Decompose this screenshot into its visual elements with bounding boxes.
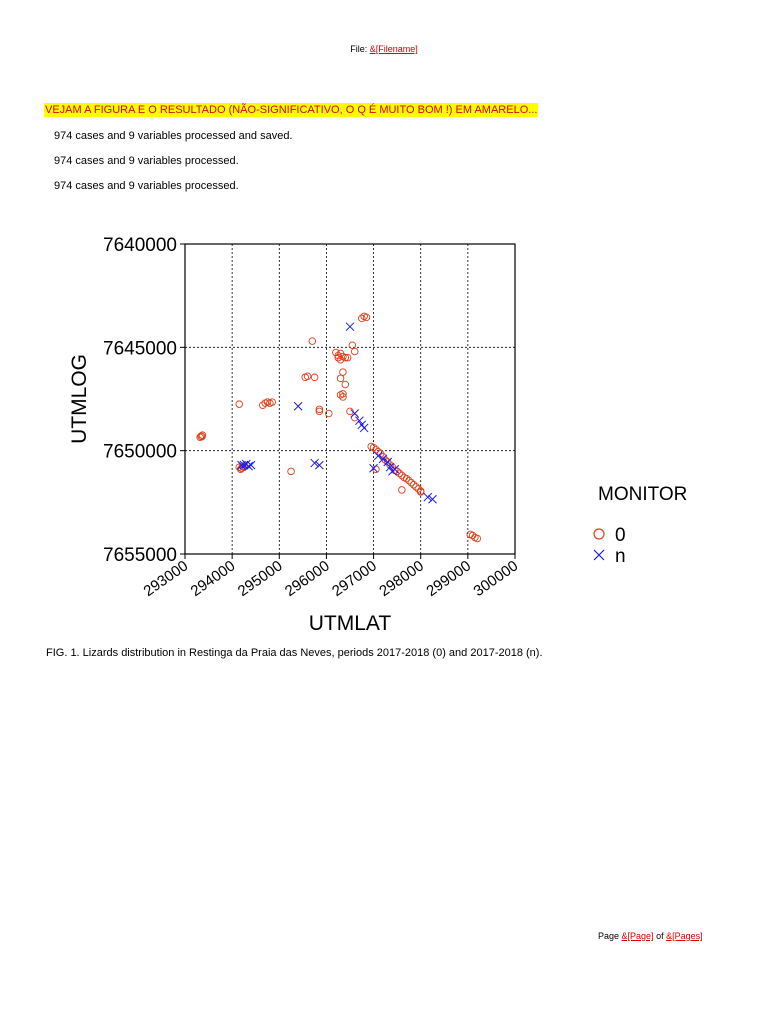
point-n [310,458,319,468]
point-0 [339,393,347,401]
point-n [244,461,253,471]
point-n [315,460,324,470]
y-tick-label: 7650000 [103,442,177,463]
point-0 [348,341,357,350]
legend-title: MONITOR [598,484,687,505]
x-tick-label: 295000 [235,557,286,600]
point-0 [402,474,411,483]
point-0 [315,407,324,416]
point-0 [198,432,206,441]
point-0 [416,488,425,496]
point-0 [334,353,342,362]
point-n [350,409,360,418]
point-0 [369,443,378,452]
plot-frame [184,243,516,555]
page-header: File: &[Filename] [0,44,768,54]
x-tick-label: 294000 [188,557,239,600]
point-0 [325,409,333,418]
point-0 [336,355,345,364]
point-0 [315,405,324,414]
legend-label: n [615,546,626,567]
point-n [383,457,393,467]
point-0 [341,353,350,362]
point-0 [473,534,482,543]
point-0 [341,380,350,389]
point-n [428,494,437,504]
y-axis-label: UTMLOG [68,354,91,444]
pages-field: &[Pages] [666,931,703,941]
page-footer: Page &[Page] of &[Pages] [598,931,703,941]
status-line-1: 974 cases and 9 variables processed and … [54,130,293,142]
point-n [355,416,364,426]
point-n [385,462,395,472]
point-0 [343,353,352,362]
point-0 [303,372,312,381]
page-field: &[Page] [621,931,654,941]
point-0 [287,467,295,476]
y-tick-label: 7655000 [103,545,177,566]
point-n [369,463,378,473]
point-0 [409,481,418,489]
point-0 [395,469,404,478]
x-tick-label: 297000 [329,557,380,600]
point-0 [412,483,420,491]
point-0 [407,478,416,487]
legend-marker-n [593,549,605,561]
footer-of-label: of [653,931,667,941]
point-0 [374,447,383,456]
point-0 [259,401,267,409]
y-tick-label: 7640000 [103,235,177,256]
point-0 [235,400,243,408]
point-0 [332,348,340,357]
point-n [378,454,388,464]
point-0 [308,337,317,345]
x-tick-label: 300000 [471,557,522,600]
point-n [246,460,256,470]
point-n [345,322,355,332]
x-tick-label: 299000 [423,557,474,600]
point-0 [398,486,406,494]
point-0 [310,373,319,382]
point-0 [350,347,359,356]
point-n [373,451,383,461]
x-tick-label: 298000 [376,557,427,600]
status-line-2: 974 cases and 9 variables processed. [54,155,239,167]
footer-page-label: Page [598,931,622,941]
point-0 [350,413,359,422]
point-n [359,423,369,433]
filename-field: &[Filename] [369,44,418,54]
header-label: File: [350,44,370,54]
point-0 [268,398,276,406]
point-0 [339,390,347,398]
x-axis-label: UTMLAT [309,612,392,635]
x-tick-label: 296000 [282,557,333,600]
scatter-chart: 7640000764500076500007655000293000294000… [68,235,687,635]
highlighted-note: VEJAM A FIGURA E O RESULTADO (NÃO-SIGNIF… [44,103,539,117]
point-0 [339,368,347,376]
figure-caption: FIG. 1. Lizards distribution in Restinga… [46,647,543,659]
point-n [423,492,433,502]
point-0 [358,314,366,323]
legend-marker-0 [593,528,605,540]
y-tick-label: 7645000 [103,338,177,359]
point-0 [238,462,247,470]
point-0 [336,374,345,383]
point-n [293,401,303,411]
point-0 [405,476,413,485]
status-line-3: 974 cases and 9 variables processed. [54,180,239,192]
point-0 [362,313,371,322]
point-n [390,464,400,474]
legend-label: 0 [615,525,626,546]
